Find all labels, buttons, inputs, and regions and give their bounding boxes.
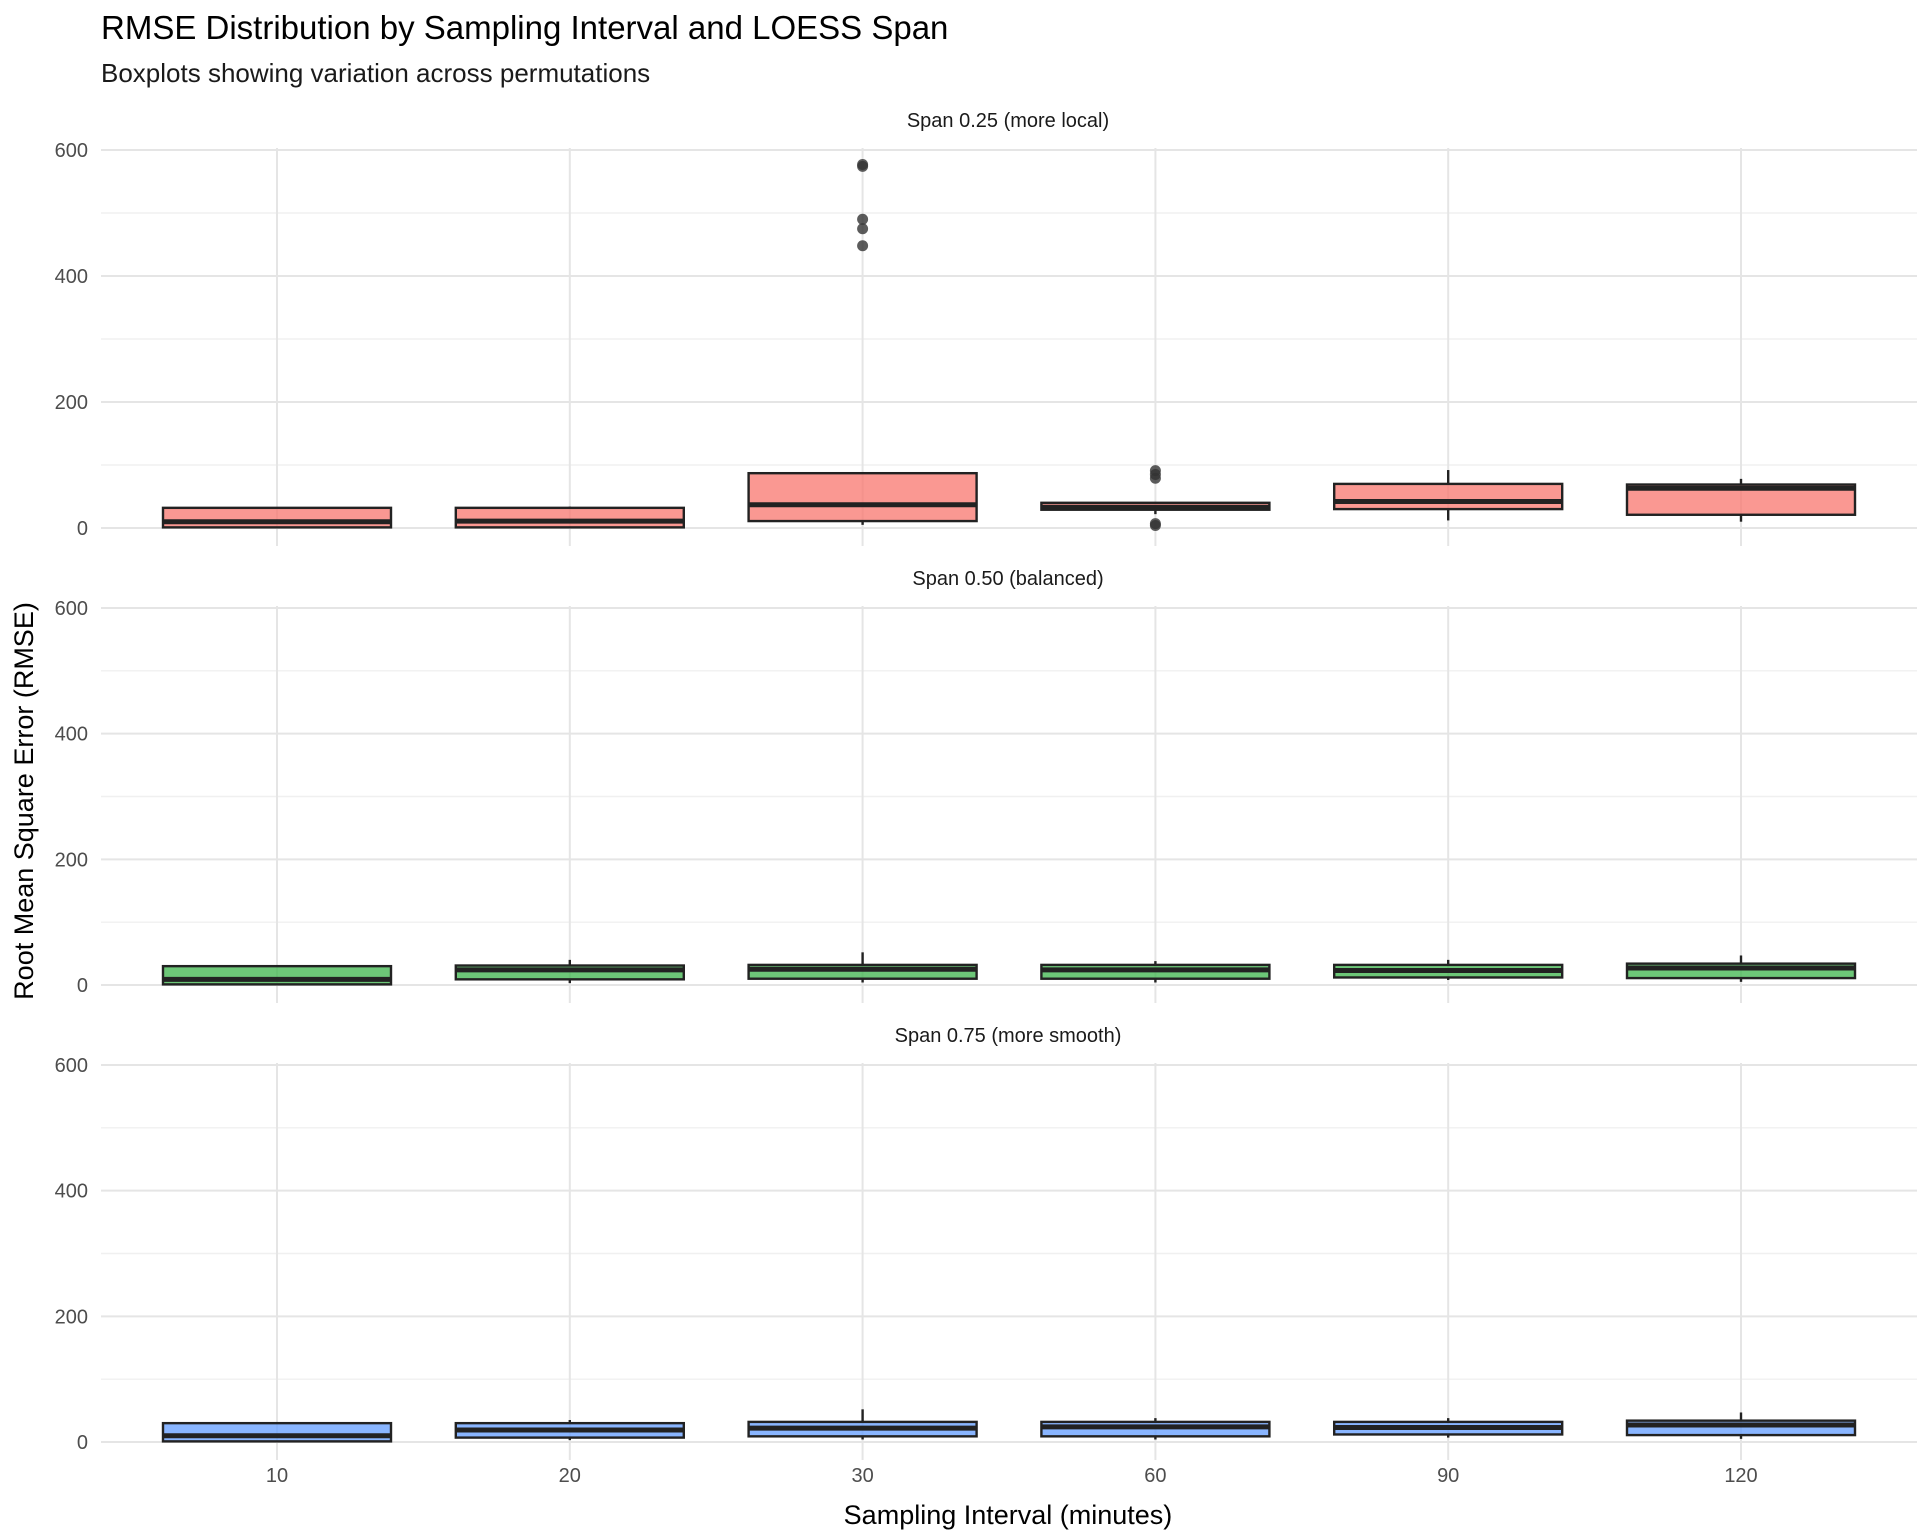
y-tick-label: 600	[55, 140, 88, 162]
outlier-point	[857, 213, 869, 225]
y-tick-label: 400	[55, 724, 88, 746]
facet-strip-label: Span 0.25 (more local)	[907, 110, 1109, 132]
box-10	[161, 964, 393, 986]
box-20	[454, 506, 685, 529]
outlier-point	[857, 223, 869, 235]
y-axis-title: Root Mean Square Error (RMSE)	[9, 602, 39, 1000]
outlier-point	[1149, 465, 1161, 477]
y-tick-label: 0	[77, 1432, 88, 1454]
box-90	[1332, 959, 1564, 980]
box-120	[1625, 478, 1857, 522]
y-tick-label: 600	[55, 598, 88, 620]
box-120	[1625, 955, 1857, 982]
box-iqr	[747, 471, 978, 523]
y-tick-label: 0	[77, 518, 88, 540]
box-60	[1040, 961, 1271, 983]
y-tick-label: 400	[55, 266, 88, 288]
y-tick-label: 200	[55, 1306, 88, 1328]
box-120	[1625, 1412, 1857, 1439]
box-iqr	[161, 506, 393, 529]
x-tick-label: 30	[851, 1465, 873, 1487]
x-tick-label: 20	[559, 1465, 581, 1487]
y-tick-label: 200	[55, 392, 88, 414]
y-tick-label: 400	[55, 1181, 88, 1203]
y-tick-label: 600	[55, 1055, 88, 1077]
outlier-point	[857, 240, 869, 252]
box-10	[161, 1421, 393, 1443]
box-iqr	[1332, 482, 1564, 511]
x-axis-ticks: 10 20 30 60 90 120	[266, 1465, 1758, 1487]
facet-strip-label: Span 0.50 (balanced)	[912, 568, 1103, 590]
chart-subtitle: Boxplots showing variation across permut…	[101, 58, 650, 88]
y-tick-label: 0	[77, 975, 88, 997]
box-90	[1332, 470, 1564, 521]
box-30	[747, 158, 978, 525]
box-iqr	[161, 1421, 393, 1443]
x-tick-label: 10	[266, 1465, 288, 1487]
outlier-point	[1149, 518, 1161, 530]
box-30	[747, 952, 978, 983]
x-tick-label: 120	[1724, 1465, 1757, 1487]
box-60	[1040, 465, 1271, 531]
box-90	[1332, 1418, 1564, 1438]
x-tick-label: 90	[1437, 1465, 1459, 1487]
box-30	[747, 1409, 978, 1440]
facet-panel: Span 0.75 (more smooth) 0 200 400 600	[55, 1025, 1917, 1460]
facet-strip-label: Span 0.75 (more smooth)	[895, 1025, 1122, 1047]
facet-panel: Span 0.25 (more local) 0 200 400 600	[55, 110, 1917, 546]
facet-panel: Span 0.50 (balanced) 0 200 400 600	[55, 568, 1917, 1003]
box-20	[454, 1420, 685, 1441]
y-tick-label: 200	[55, 849, 88, 871]
x-tick-label: 60	[1144, 1465, 1166, 1487]
box-10	[161, 506, 393, 529]
x-axis-title: Sampling Interval (minutes)	[844, 1500, 1173, 1530]
box-20	[454, 959, 685, 984]
outlier-point	[857, 158, 869, 170]
box-60	[1040, 1418, 1271, 1440]
chart-title: RMSE Distribution by Sampling Interval a…	[101, 9, 948, 46]
box-iqr	[454, 506, 685, 529]
